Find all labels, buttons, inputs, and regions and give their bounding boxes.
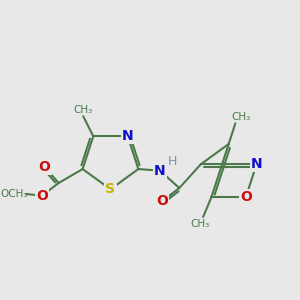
Text: O: O: [240, 190, 252, 204]
Text: O: O: [156, 194, 168, 208]
Text: CH₃: CH₃: [74, 105, 93, 115]
Text: OCH₃: OCH₃: [1, 189, 28, 199]
Text: O: O: [36, 189, 48, 203]
Text: S: S: [106, 182, 116, 196]
Text: N: N: [122, 129, 134, 143]
Text: CH₃: CH₃: [232, 112, 251, 122]
Text: N: N: [154, 164, 166, 178]
Text: N: N: [251, 157, 262, 171]
Text: CH₃: CH₃: [190, 219, 209, 229]
Text: O: O: [39, 160, 51, 174]
Text: H: H: [168, 155, 177, 168]
